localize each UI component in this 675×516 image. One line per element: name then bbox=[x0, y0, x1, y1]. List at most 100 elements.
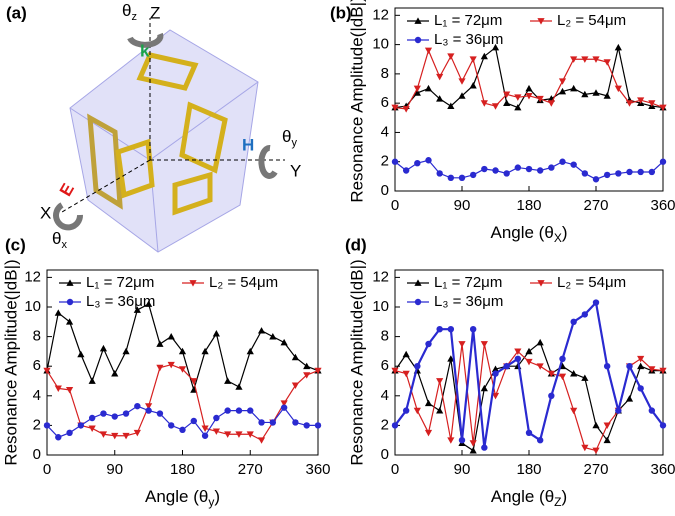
marker bbox=[536, 338, 544, 346]
x-tick-label: 90 bbox=[106, 461, 123, 478]
marker bbox=[514, 164, 522, 171]
marker bbox=[54, 309, 62, 316]
y-tick-label: 4 bbox=[381, 123, 389, 140]
x-axis-label-part: Angle (θ bbox=[491, 487, 554, 506]
marker bbox=[235, 407, 243, 414]
marker bbox=[303, 362, 311, 370]
marker bbox=[458, 437, 466, 444]
y-axis-label: Resonance Amplitude(|dB|) bbox=[347, 259, 366, 465]
marker bbox=[247, 407, 254, 414]
marker bbox=[43, 367, 51, 375]
panel-label: (d) bbox=[345, 235, 367, 254]
marker bbox=[581, 56, 589, 63]
marker bbox=[424, 429, 433, 437]
marker bbox=[458, 174, 466, 182]
marker bbox=[592, 56, 600, 63]
marker bbox=[603, 171, 611, 179]
marker bbox=[648, 366, 656, 373]
marker bbox=[190, 417, 197, 425]
marker bbox=[436, 170, 443, 177]
marker bbox=[492, 370, 499, 377]
marker bbox=[122, 347, 130, 355]
x-tick-label: 90 bbox=[454, 197, 471, 214]
x-axis-label-part: X bbox=[554, 231, 562, 245]
marker bbox=[122, 432, 130, 440]
marker bbox=[402, 370, 410, 378]
y-tick-label: 0 bbox=[33, 446, 41, 463]
marker bbox=[514, 103, 522, 111]
marker bbox=[481, 444, 488, 451]
marker bbox=[212, 330, 220, 337]
marker bbox=[480, 52, 488, 60]
marker bbox=[391, 104, 399, 112]
legend-label: L₂ = 54μm bbox=[209, 274, 278, 291]
marker bbox=[54, 385, 62, 392]
marker bbox=[536, 95, 544, 103]
marker bbox=[625, 100, 634, 107]
marker bbox=[547, 370, 555, 378]
marker bbox=[447, 174, 455, 182]
x-tick-label: 360 bbox=[305, 461, 330, 478]
theta: θ bbox=[52, 229, 61, 248]
marker bbox=[570, 161, 577, 168]
marker bbox=[625, 395, 634, 402]
legend-label: L₁ = 72μm bbox=[434, 274, 502, 291]
marker bbox=[603, 436, 611, 444]
marker bbox=[615, 170, 622, 177]
marker bbox=[525, 84, 533, 92]
marker bbox=[626, 168, 633, 176]
marker bbox=[145, 403, 153, 410]
panel-label: (b) bbox=[330, 3, 352, 22]
marker bbox=[201, 347, 209, 355]
x-axis-label-part: Angle (θ bbox=[145, 487, 208, 506]
marker bbox=[480, 341, 488, 348]
legend-label: L₃ = 36μm bbox=[434, 293, 503, 310]
y-axis-label: Resonance Amplitude(|dB|) bbox=[1, 259, 20, 465]
marker bbox=[224, 407, 231, 414]
marker bbox=[592, 447, 600, 455]
marker bbox=[615, 407, 622, 414]
marker bbox=[88, 414, 96, 422]
marker bbox=[178, 366, 187, 373]
legend-label: L₂ = 54μm bbox=[557, 12, 626, 29]
marker bbox=[537, 18, 545, 25]
marker bbox=[592, 299, 600, 306]
marker bbox=[413, 407, 421, 415]
k-vector: k bbox=[140, 41, 150, 60]
subscript: z bbox=[131, 11, 137, 23]
marker bbox=[65, 318, 74, 325]
marker bbox=[503, 363, 510, 370]
marker bbox=[156, 340, 164, 347]
marker bbox=[391, 367, 399, 375]
marker bbox=[414, 298, 422, 306]
marker bbox=[167, 333, 175, 340]
marker bbox=[491, 43, 500, 51]
marker bbox=[637, 362, 645, 370]
y-tick-label: 8 bbox=[33, 328, 41, 345]
marker bbox=[603, 363, 611, 370]
y-tick-label: 10 bbox=[24, 298, 41, 315]
marker bbox=[88, 377, 96, 384]
ring bbox=[179, 101, 228, 174]
legend-label: L₃ = 36μm bbox=[86, 293, 155, 310]
marker bbox=[614, 43, 622, 51]
rotation-arrow bbox=[127, 32, 164, 48]
marker bbox=[447, 437, 455, 444]
marker bbox=[66, 429, 73, 436]
x-tick-label: 360 bbox=[650, 197, 675, 214]
marker bbox=[514, 348, 522, 355]
marker bbox=[88, 425, 96, 432]
marker bbox=[224, 377, 232, 384]
x-tick-label: 270 bbox=[583, 197, 608, 214]
y-tick-label: 4 bbox=[381, 387, 389, 404]
marker bbox=[269, 419, 277, 426]
marker bbox=[213, 414, 220, 422]
marker bbox=[257, 437, 266, 444]
marker bbox=[145, 300, 153, 307]
y-tick-label: 8 bbox=[381, 328, 389, 345]
chart: 0 2 4 6 8 10 12 0 90 180 270 360 (b)Resonance Amplit… bbox=[330, 0, 675, 245]
marker bbox=[156, 410, 164, 417]
x-tick-label: 360 bbox=[650, 461, 675, 478]
marker bbox=[481, 165, 488, 173]
marker bbox=[469, 446, 477, 454]
